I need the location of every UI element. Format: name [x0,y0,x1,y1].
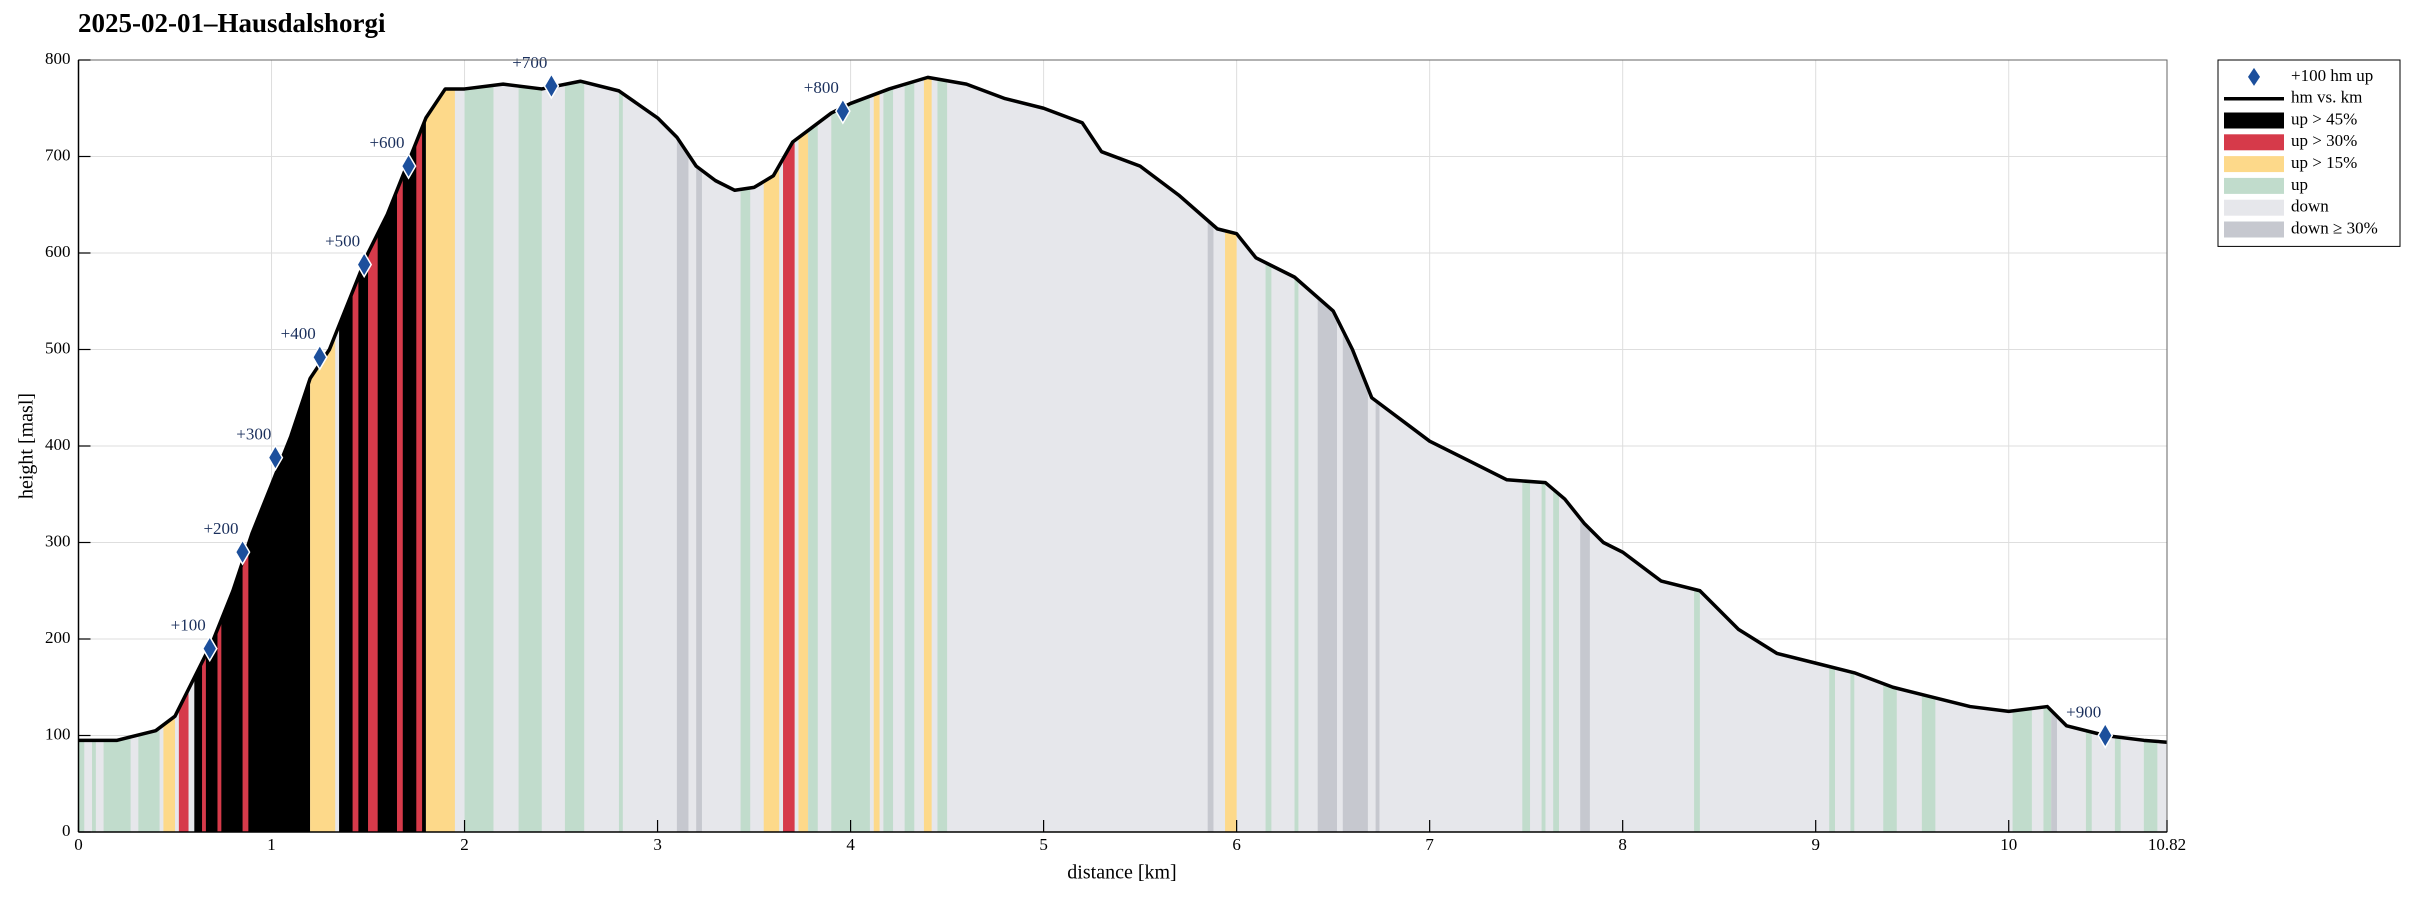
band [425,77,455,832]
legend-label: up > 15% [2291,153,2357,172]
x-tick-label: 0 [74,835,83,854]
band [798,77,809,832]
x-tick-label: 9 [1811,835,1820,854]
marker [543,72,560,100]
y-tick-label: 800 [45,49,71,68]
marker [834,97,851,125]
band [937,77,948,832]
band [618,77,623,832]
band [352,77,359,832]
band [740,77,751,832]
band [808,77,818,832]
marker [267,444,284,472]
legend-label: down ≥ 30% [2291,218,2378,237]
band [464,77,494,832]
band [904,77,915,832]
marker [400,152,417,180]
band [1317,77,1338,832]
x-tick-label: 10 [2000,835,2017,854]
band [310,77,336,832]
band [763,77,780,832]
legend-swatch [2224,177,2284,194]
x-tick-label: 7 [1425,835,1434,854]
x-tick-label: 3 [653,835,662,854]
band [1265,77,1272,832]
band [564,77,585,832]
legend-swatch [2224,112,2284,129]
x-tick-label: 2 [460,835,469,854]
band [1225,77,1237,832]
band [339,77,426,832]
down-area [78,77,2167,833]
legend-label: down [2291,197,2329,216]
band [416,77,423,832]
chart-title: 2025-02-01–Hausdalshorgi [78,8,386,38]
legend-label: up [2291,175,2308,194]
legend-label: hm vs. km [2291,88,2362,107]
marker-label: +400 [281,324,316,343]
marker-label: +600 [369,133,404,152]
legend-swatch [2224,221,2284,238]
x-tick-label: 6 [1232,835,1241,854]
marker [234,538,251,566]
band [883,77,894,832]
marker-label: +700 [512,53,547,72]
band [783,77,795,832]
legend-swatch [2224,134,2284,151]
y-tick-label: 600 [45,242,71,261]
marker-label: +500 [325,231,360,250]
marker-label: +800 [804,78,839,97]
band [831,77,870,832]
marker-label: +100 [171,616,206,635]
legend-swatch [2224,199,2284,216]
y-tick-label: 400 [45,435,71,454]
y-tick-label: 200 [45,628,71,647]
band [518,77,542,832]
x-tick-label: 5 [1039,835,1048,854]
marker-label: +200 [203,519,238,538]
band [676,77,689,832]
band [873,77,880,832]
marker-label: +900 [2066,702,2101,721]
marker [356,251,373,279]
x-tick-label: 1 [267,835,276,854]
legend-label: +100 hm up [2291,66,2373,85]
legend-marker [2248,67,2260,86]
x-axis-label: distance [km] [1067,862,1176,884]
marker [2097,722,2114,749]
legend-swatch [2224,156,2284,173]
band [396,77,403,832]
band [1207,77,1214,832]
marker [201,635,218,663]
profile-line [78,75,2168,744]
band [368,77,378,832]
band [1375,77,1380,832]
band [1342,77,1368,832]
band [1294,77,1299,832]
legend-label: up > 30% [2291,131,2357,150]
y-tick-label: 300 [45,531,71,550]
y-tick-label: 700 [45,145,71,164]
legend-label: up > 45% [2291,109,2357,128]
x-tick-label: 4 [846,835,855,854]
y-tick-label: 0 [62,821,71,840]
x-tick-label: 8 [1618,835,1627,854]
band [696,77,702,832]
marker-label: +300 [236,424,271,443]
marker [311,343,328,371]
y-tick-label: 500 [45,338,71,357]
y-tick-label: 100 [45,724,71,743]
band [923,77,932,832]
y-axis-label: height [masl] [16,393,38,499]
x-tick-label: 10.82 [2148,835,2186,854]
